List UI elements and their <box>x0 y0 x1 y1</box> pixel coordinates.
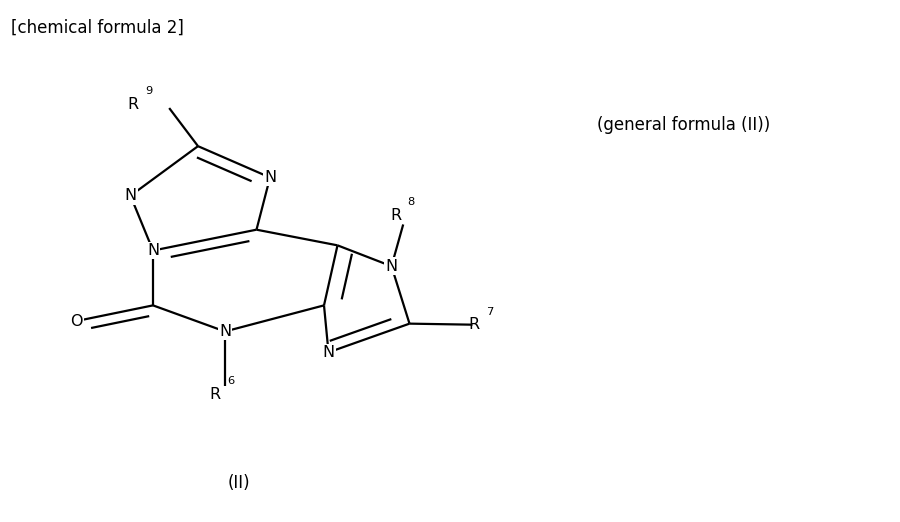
Text: R: R <box>391 208 401 222</box>
Text: 7: 7 <box>486 306 493 317</box>
Text: (II): (II) <box>227 474 250 492</box>
Text: R: R <box>210 387 220 401</box>
Text: N: N <box>264 170 276 185</box>
Text: N: N <box>124 188 137 203</box>
Text: (general formula (II)): (general formula (II)) <box>598 116 770 134</box>
Text: [chemical formula 2]: [chemical formula 2] <box>11 18 184 36</box>
Text: 8: 8 <box>408 197 415 207</box>
Text: N: N <box>219 324 231 339</box>
Text: 6: 6 <box>227 376 234 386</box>
Text: N: N <box>385 259 398 274</box>
Text: R: R <box>128 97 139 112</box>
Text: R: R <box>469 317 480 332</box>
Text: O: O <box>70 314 83 328</box>
Text: 9: 9 <box>145 86 152 97</box>
Text: N: N <box>322 345 335 360</box>
Text: N: N <box>147 243 159 258</box>
